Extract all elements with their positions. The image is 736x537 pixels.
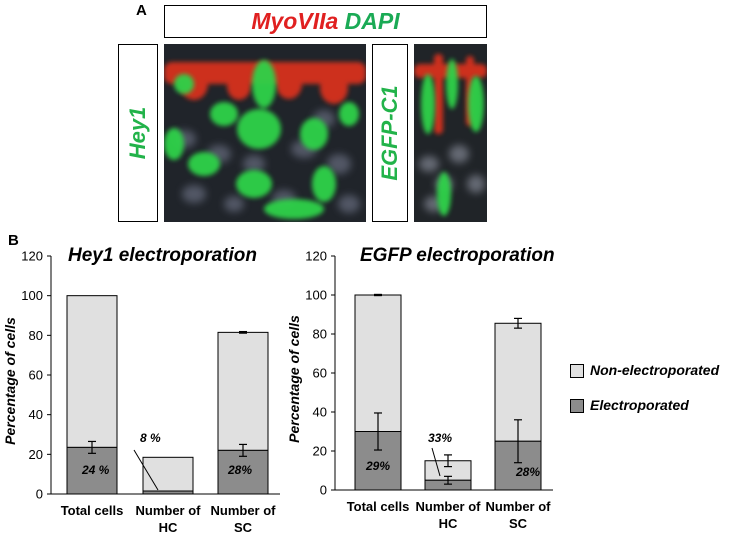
bar-non-electroporated [66,295,118,448]
y-axis-label: Percentage of cells [2,317,18,445]
egfp-label-box: EGFP-C1 [372,44,408,222]
bar-electroporated [66,446,118,495]
x-category-label: HC [159,520,178,535]
y-tick-label: 0 [320,483,327,498]
bar-non-electroporated [142,456,194,492]
y-tick-label: 120 [21,249,43,264]
stain-title-box: MyoVIIa DAPI [164,5,487,38]
annotation-leader-line [431,447,441,477]
bar-electroporated [142,490,194,495]
bar-non-electroporated [217,331,269,451]
data-annotation: 28% [227,463,252,477]
x-category-label: Total cells [61,503,124,518]
x-category-label: Number of [486,499,552,514]
y-tick-label: 20 [29,447,43,462]
y-tick-label: 40 [313,405,327,420]
hey1-label-box: Hey1 [118,44,158,222]
x-category-label: SC [509,516,528,531]
y-tick-label: 60 [313,366,327,381]
egfp-micrograph-svg [414,44,487,222]
hey1-micrograph-svg [164,44,366,222]
chart-title: EGFP electroporation [360,245,555,266]
chart-title: Hey1 electroporation [68,245,257,266]
legend: Non-electroporated Electroporated [570,360,736,420]
x-category-label: HC [439,516,458,531]
legend-label-electroporated: Electroporated [590,397,689,413]
myo7a-label: MyoVIIa [251,8,339,34]
data-annotation: 8 % [140,431,161,445]
y-tick-label: 0 [36,487,43,502]
y-tick-label: 60 [29,368,43,383]
dapi-label: DAPI [344,8,400,34]
y-tick-label: 40 [29,407,43,422]
y-tick-label: 100 [305,288,327,303]
panel-a-letter: A [136,2,147,19]
legend-label-non-electroporated: Non-electroporated [590,362,720,378]
data-annotation: 28% [515,465,540,479]
data-annotation: 33% [428,431,452,445]
y-tick-label: 80 [29,328,43,343]
hey1-micrograph [164,44,366,222]
bar-electroporated [217,449,269,495]
x-category-label: Number of [211,503,277,518]
bar-non-electroporated [354,294,402,432]
x-category-label: Number of [136,503,202,518]
legend-swatch-electroporated [570,399,584,413]
y-tick-label: 20 [313,444,327,459]
x-category-label: Total cells [347,499,410,514]
annotation-leader-line [133,449,159,491]
egfp-micrograph [414,44,487,222]
y-tick-label: 100 [21,288,43,303]
y-tick-label: 80 [313,327,327,342]
data-annotation: 24 % [81,463,110,477]
y-tick-label: 120 [305,249,327,264]
x-category-label: SC [234,520,253,535]
data-annotation: 29% [365,459,390,473]
panel-b-letter: B [8,232,19,249]
y-axis-label: Percentage of cells [286,315,302,443]
x-category-label: Number of [416,499,482,514]
legend-swatch-non-electroporated [570,364,584,378]
